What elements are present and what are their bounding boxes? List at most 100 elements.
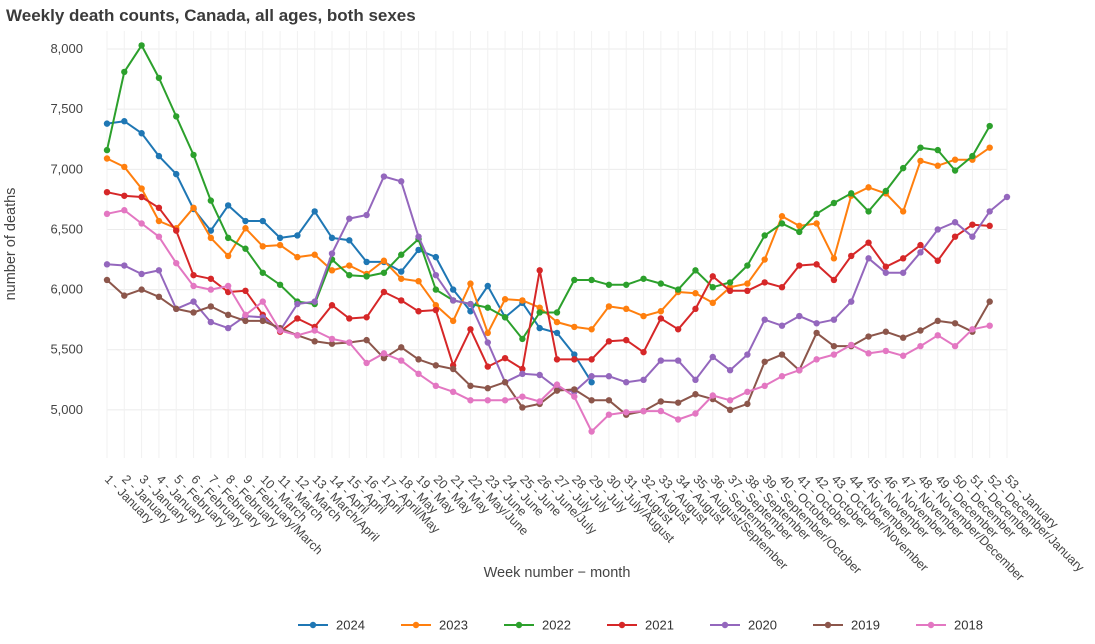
data-point[interactable] [553,309,561,316]
data-point[interactable] [848,190,855,197]
data-point[interactable] [242,287,249,295]
data-point[interactable] [346,215,353,222]
data-point[interactable] [121,262,128,269]
data-point[interactable] [501,354,509,362]
data-point[interactable] [951,233,959,240]
data-point[interactable] [121,207,128,214]
data-point[interactable] [467,300,474,308]
data-point[interactable] [328,250,336,257]
data-point[interactable] [519,370,526,378]
data-point[interactable] [224,324,232,332]
data-point[interactable] [328,234,336,242]
data-point[interactable] [709,273,716,280]
data-point[interactable] [346,262,353,269]
data-point[interactable] [398,251,405,258]
data-point[interactable] [363,314,370,321]
data-point[interactable] [121,192,128,199]
data-point[interactable] [536,309,543,316]
data-point[interactable] [986,222,993,230]
data-point[interactable] [588,397,595,404]
data-point[interactable] [934,146,941,154]
data-point[interactable] [692,290,699,297]
data-point[interactable] [294,300,301,308]
data-point[interactable] [501,296,509,303]
data-point[interactable] [173,227,180,234]
data-point[interactable] [173,113,180,120]
data-point[interactable] [830,351,838,358]
data-point[interactable] [969,326,976,333]
data-point[interactable] [830,199,838,207]
data-point[interactable] [640,407,647,415]
data-point[interactable] [744,388,751,396]
data-point[interactable] [103,155,111,162]
data-point[interactable] [259,217,266,225]
data-point[interactable] [173,170,180,178]
data-point[interactable] [363,273,370,280]
data-point[interactable] [865,239,872,246]
data-point[interactable] [709,353,716,361]
data-point[interactable] [484,363,491,370]
data-point[interactable] [726,406,734,414]
data-point[interactable] [536,267,543,274]
data-point[interactable] [276,241,284,249]
data-point[interactable] [536,324,543,332]
data-point[interactable] [813,261,820,268]
data-point[interactable] [674,326,682,333]
data-point[interactable] [553,387,561,394]
data-point[interactable] [138,220,145,227]
data-point[interactable] [605,397,613,404]
data-point[interactable] [553,381,561,388]
data-point[interactable] [796,228,803,236]
data-point[interactable] [294,332,301,339]
legend-item-2019[interactable]: 2019 [813,618,880,633]
data-point[interactable] [761,256,768,263]
data-point[interactable] [398,297,405,304]
data-point[interactable] [242,311,249,319]
data-point[interactable] [138,270,145,278]
data-point[interactable] [605,303,613,310]
data-point[interactable] [657,407,665,415]
data-point[interactable] [882,269,890,276]
data-point[interactable] [692,410,699,417]
data-point[interactable] [571,323,578,331]
data-point[interactable] [899,334,907,341]
legend-item-2021[interactable]: 2021 [607,618,674,633]
data-point[interactable] [363,359,370,367]
data-point[interactable] [744,287,751,295]
data-point[interactable] [865,184,872,191]
data-point[interactable] [259,298,266,305]
data-point[interactable] [744,351,751,358]
data-point[interactable] [449,317,457,325]
data-point[interactable] [623,336,630,344]
data-point[interactable] [346,315,353,322]
data-point[interactable] [190,271,197,279]
data-point[interactable] [588,379,595,386]
data-point[interactable] [657,357,665,364]
data-point[interactable] [415,246,422,254]
data-point[interactable] [674,416,682,423]
data-point[interactable] [674,286,682,293]
data-point[interactable] [605,373,613,380]
data-point[interactable] [969,152,976,160]
data-point[interactable] [415,370,422,378]
data-point[interactable] [813,356,820,363]
data-point[interactable] [207,227,215,234]
data-point[interactable] [882,263,890,270]
data-point[interactable] [986,322,993,329]
data-point[interactable] [778,322,786,329]
data-point[interactable] [224,234,232,242]
data-point[interactable] [363,258,370,266]
data-point[interactable] [432,271,440,279]
data-point[interactable] [640,348,647,356]
data-point[interactable] [155,217,163,225]
data-point[interactable] [519,393,526,400]
data-point[interactable] [761,382,768,390]
data-point[interactable] [380,257,388,264]
data-point[interactable] [138,130,145,137]
data-point[interactable] [899,255,907,262]
data-point[interactable] [155,204,163,212]
data-point[interactable] [155,233,163,240]
data-point[interactable] [103,276,111,284]
data-point[interactable] [173,305,180,313]
data-point[interactable] [571,386,578,393]
